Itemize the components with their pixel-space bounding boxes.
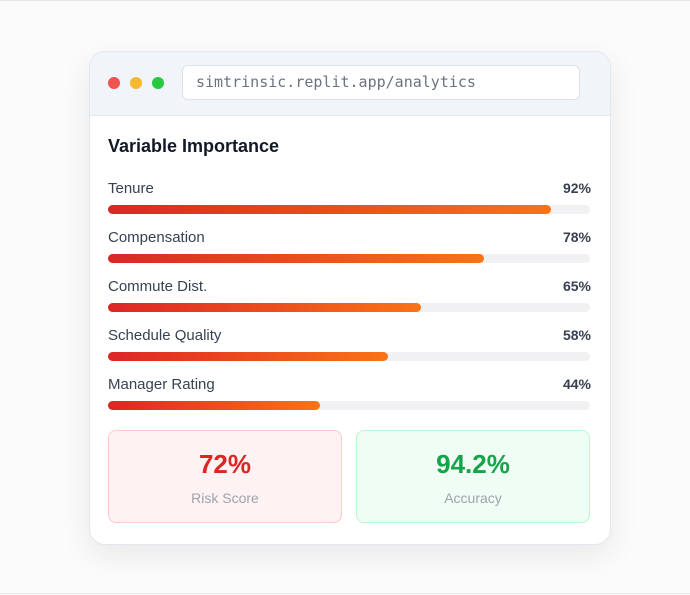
metric-value: 72% bbox=[198, 449, 252, 479]
metric-card: 72% Risk Score bbox=[108, 430, 342, 523]
bar-track bbox=[108, 303, 590, 312]
maximize-button[interactable] bbox=[152, 77, 164, 89]
variable-label: Compensation bbox=[108, 229, 205, 246]
bar-track bbox=[108, 205, 590, 214]
metric-card: 94.2% Accuracy bbox=[356, 430, 590, 523]
bar-track bbox=[108, 254, 590, 263]
value-label: 58% bbox=[562, 327, 591, 343]
bar-track bbox=[108, 352, 590, 361]
variable-label: Manager Rating bbox=[108, 376, 215, 393]
browser-window: simtrinsic.replit.app/analytics Variable… bbox=[89, 51, 611, 545]
close-button[interactable] bbox=[108, 77, 120, 89]
variable-label: Schedule Quality bbox=[108, 327, 222, 344]
variable-label: Commute Dist. bbox=[108, 278, 208, 295]
variable-label: Tenure bbox=[108, 180, 154, 197]
bar-track bbox=[108, 401, 590, 410]
value-label: 78% bbox=[562, 229, 591, 245]
importance-bar bbox=[108, 401, 321, 410]
importance-bar bbox=[108, 254, 484, 263]
divider bbox=[0, 593, 690, 594]
value-label: 65% bbox=[562, 278, 591, 294]
address-bar[interactable]: simtrinsic.replit.app/analytics bbox=[182, 65, 580, 100]
minimize-button[interactable] bbox=[130, 77, 142, 89]
divider bbox=[0, 0, 690, 1]
importance-bar bbox=[108, 352, 388, 361]
metric-label: Accuracy bbox=[444, 490, 502, 506]
value-label: 92% bbox=[562, 180, 591, 196]
metric-value: 94.2% bbox=[436, 449, 510, 479]
value-label: 44% bbox=[562, 376, 591, 392]
browser-toolbar: simtrinsic.replit.app/analytics bbox=[90, 52, 610, 116]
metric-label: Risk Score bbox=[191, 490, 259, 506]
importance-bar bbox=[108, 205, 552, 214]
importance-bar bbox=[108, 303, 422, 312]
panel-title: Variable Importance bbox=[108, 136, 280, 156]
